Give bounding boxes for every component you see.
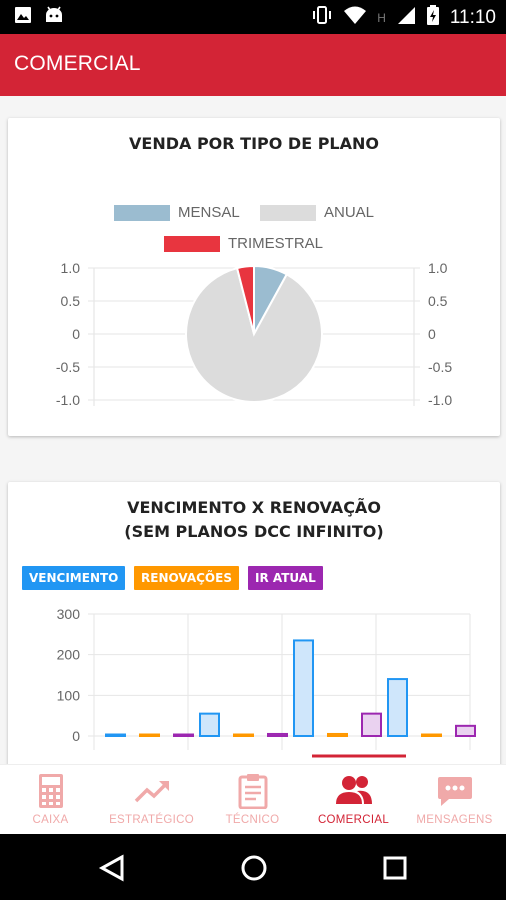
bar-tick-label: 300: [57, 606, 81, 622]
bar-iratual-0[interactable]: [173, 733, 194, 737]
back-icon[interactable]: [98, 854, 126, 886]
nav-label-tecnico: TÉCNICO: [225, 814, 280, 826]
bar-vencimento-3[interactable]: [387, 678, 408, 737]
battery-charging-icon: [426, 4, 440, 32]
plan-type-card: VENDA POR TIPO DE PLANO MENSAL ANUAL TRI…: [8, 118, 500, 436]
system-navigation-bar: [0, 834, 506, 900]
pie-tick-label-left: -0.5: [56, 359, 80, 375]
bottom-navigation: CAIXA ESTRATÉGICO TÉCNICO COMERCIAL MENS…: [0, 764, 506, 834]
vibrate-icon: [311, 5, 333, 31]
legend-label-mensal: MENSAL: [178, 204, 240, 221]
legend-swatch-anual: [260, 204, 316, 221]
bar-vencimento-0[interactable]: [105, 733, 126, 737]
image-icon: [14, 6, 32, 28]
pie-chart: 1.0 1.0 0.5 0.5 0 0 -0.5 -0.5 -1.0 -1.0: [56, 260, 452, 408]
tag-ir-atual[interactable]: IR ATUAL: [248, 566, 323, 590]
users-icon: [335, 775, 373, 809]
nav-label-mensagens: MENSAGENS: [416, 814, 493, 826]
tag-vencimento[interactable]: VENCIMENTO: [22, 566, 126, 590]
renewal-card-title-line2: (SEM PLANOS DCC INFINITO): [124, 522, 384, 541]
h-network-icon: H: [377, 11, 386, 25]
legend-item-anual[interactable]: ANUAL: [260, 204, 374, 221]
nav-item-estrategico[interactable]: ESTRATÉGICO: [101, 765, 202, 835]
legend-label-anual: ANUAL: [324, 204, 375, 221]
content-area[interactable]: VENDA POR TIPO DE PLANO MENSAL ANUAL TRI…: [0, 96, 506, 764]
signal-icon: [396, 5, 416, 31]
legend-item-trimestral[interactable]: TRIMESTRAL: [164, 235, 323, 252]
bar-tick-label: 0: [72, 728, 80, 744]
pie-tick-label-left: 0.5: [61, 293, 81, 309]
bar-iratual-3[interactable]: [455, 724, 476, 738]
pie-slice-trimestral[interactable]: [235, 264, 255, 335]
nav-item-comercial[interactable]: COMERCIAL: [303, 765, 404, 835]
nav-item-tecnico[interactable]: TÉCNICO: [202, 765, 303, 835]
pie-slice-anual[interactable]: [185, 266, 323, 403]
trending-up-icon: [134, 779, 170, 807]
pie-tick-label-right: 0.5: [428, 293, 448, 309]
pie-tick-label-right: 1.0: [428, 260, 448, 276]
clock: 11:10: [449, 7, 496, 28]
legend-label-trimestral: TRIMESTRAL: [228, 235, 324, 252]
pie-tick-label-left: -1.0: [56, 392, 80, 408]
bar-vencimento-1[interactable]: [199, 712, 220, 737]
renewal-card-title-line1: VENCIMENTO X RENOVAÇÃO: [127, 498, 381, 517]
nav-label-comercial: COMERCIAL: [317, 814, 390, 826]
pie-tick-label-right: -1.0: [428, 392, 452, 408]
plan-card-title: VENDA POR TIPO DE PLANO: [129, 134, 379, 153]
bar-renovaes-3[interactable]: [421, 733, 442, 737]
clipboard-icon: [238, 773, 268, 813]
nav-label-estrategico: ESTRATÉGICO: [109, 814, 194, 826]
pie-tick-label-left: 1.0: [61, 260, 81, 276]
bar-chart: 0 100 200 300: [57, 606, 476, 758]
bar-tick-label: 100: [57, 687, 81, 703]
tag-renovacoes[interactable]: RENOVAÇÕES: [134, 566, 239, 590]
pie-tick-label-left: 0: [72, 326, 80, 342]
chat-icon: [437, 775, 473, 811]
bar-renovaes-0[interactable]: [139, 733, 160, 737]
status-bar: H 11:10: [0, 0, 506, 34]
wifi-icon: [343, 5, 367, 31]
calculator-icon: [37, 773, 65, 813]
legend-swatch-trimestral: [164, 235, 220, 252]
bar-renovaes-1[interactable]: [233, 733, 254, 737]
bar-vencimento-2[interactable]: [293, 639, 314, 737]
nav-label-caixa: CAIXA: [32, 814, 69, 826]
home-icon[interactable]: [239, 853, 269, 887]
page-title: COMERCIAL: [14, 52, 141, 75]
renewal-card: VENCIMENTO X RENOVAÇÃO (SEM PLANOS DCC I…: [8, 482, 500, 764]
bar-renovaes-2[interactable]: [327, 732, 348, 738]
nav-item-caixa[interactable]: CAIXA: [0, 765, 101, 835]
bar-tick-label: 200: [57, 647, 81, 663]
bar-iratual-2[interactable]: [361, 712, 382, 737]
recents-icon[interactable]: [381, 854, 409, 886]
app-bar: COMERCIAL: [0, 34, 506, 96]
android-icon: [44, 6, 64, 28]
legend-swatch-mensal: [114, 204, 170, 221]
legend-item-mensal[interactable]: MENSAL: [114, 204, 240, 221]
bar-iratual-1[interactable]: [267, 732, 288, 738]
pie-tick-label-right: 0: [428, 326, 436, 342]
pie-tick-label-right: -0.5: [428, 359, 452, 375]
nav-item-mensagens[interactable]: MENSAGENS: [404, 765, 505, 835]
